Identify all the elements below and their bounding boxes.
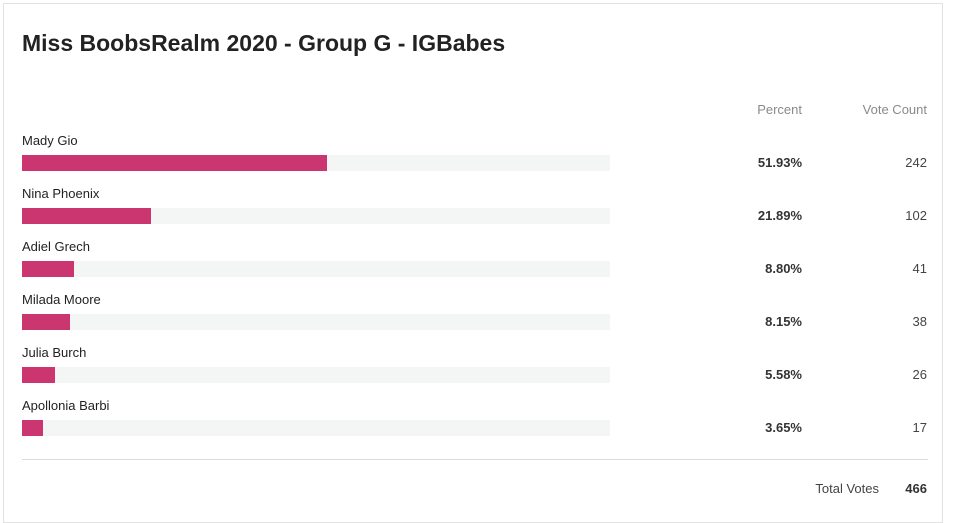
- vote-bar: [22, 155, 328, 171]
- vote-count: 41: [912, 261, 927, 276]
- total-value: 466: [905, 481, 927, 496]
- candidate-name: Mady Gio: [22, 133, 78, 148]
- candidate-name: Adiel Grech: [22, 239, 90, 254]
- candidate-name: Julia Burch: [22, 345, 87, 360]
- bar-track: [22, 420, 610, 436]
- votes-header: Vote Count: [862, 102, 927, 117]
- total-label: Total Votes: [815, 481, 879, 496]
- bar-track: [22, 314, 610, 330]
- percent-value: 8.80%: [765, 261, 802, 276]
- percent-value: 3.65%: [765, 420, 802, 435]
- vote-bar: [22, 367, 55, 383]
- vote-count: 102: [905, 208, 927, 223]
- poll-title: Miss BoobsRealm 2020 - Group G - IGBabes: [22, 30, 506, 56]
- candidate-name: Milada Moore: [22, 292, 101, 307]
- bar-track: [22, 261, 610, 277]
- vote-count: 26: [912, 367, 927, 382]
- bar-track: [22, 367, 610, 383]
- candidate-name: Apollonia Barbi: [22, 398, 110, 413]
- vote-count: 17: [912, 420, 927, 435]
- vote-bar: [22, 261, 74, 277]
- vote-count: 38: [912, 314, 927, 329]
- poll-card: Miss BoobsRealm 2020 - Group G - IGBabes…: [3, 3, 943, 523]
- vote-bar: [22, 208, 151, 224]
- vote-count: 242: [905, 155, 927, 170]
- percent-value: 5.58%: [765, 367, 802, 382]
- bar-track: [22, 208, 610, 224]
- percent-value: 8.15%: [765, 314, 802, 329]
- candidate-name: Nina Phoenix: [22, 186, 100, 201]
- percent-value: 21.89%: [757, 208, 802, 223]
- separator: [22, 459, 928, 460]
- percent-value: 51.93%: [757, 155, 802, 170]
- vote-bar: [22, 314, 70, 330]
- page: Miss BoobsRealm 2020 - Group G - IGBabes…: [3, 3, 943, 523]
- percent-header: Percent: [757, 102, 802, 117]
- vote-bar: [22, 420, 44, 436]
- bar-track: [22, 155, 610, 171]
